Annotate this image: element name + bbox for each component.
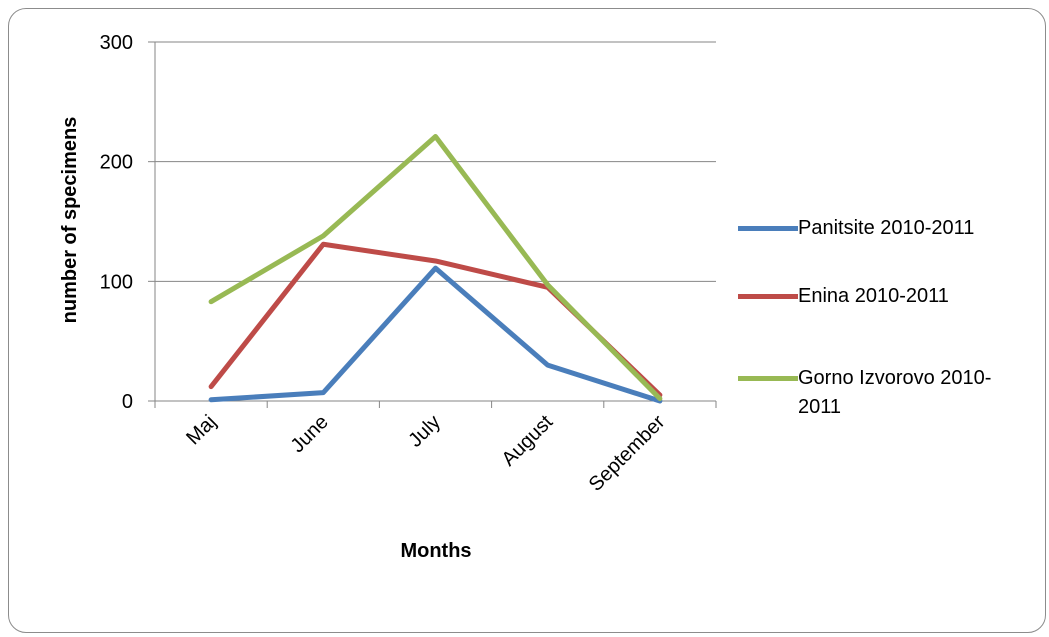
series-lines [208,134,663,404]
x-tick-labels: Maj June July August September [182,411,669,496]
legend-swatch [738,376,798,381]
legend-label: Panitsite 2010-2011 [798,217,975,239]
legend-label: Enina 2010-2011 [798,285,949,307]
legend-item: Enina 2010-2011 [738,282,1023,311]
legend-item: Panitsite 2010-2011 [738,214,1023,243]
y-tick-label: 100 [100,271,133,293]
y-tick-labels: 0 100 200 300 [100,32,133,413]
series-line [208,265,663,404]
x-tick-label: July [404,411,445,452]
x-tick-label: September [585,411,670,496]
series-line [208,134,663,402]
y-tick-label: 0 [122,391,133,413]
axes [154,42,717,408]
x-tick-label: June [287,411,333,457]
y-tick-label: 300 [100,32,133,54]
legend: Panitsite 2010-2011 Enina 2010-2011 Gorno … [738,214,1038,444]
gridlines [148,41,716,402]
x-tick-label: August [498,411,558,471]
legend-item: Gorno Izvorovo 2010-2011 [738,364,1023,422]
x-tick-label: Maj [182,411,220,449]
x-axis-title: Months [400,540,471,562]
chart-frame [8,8,1046,633]
legend-swatch [738,294,798,299]
y-tick-label: 200 [100,152,133,174]
legend-label: Gorno Izvorovo 2010-2011 [798,367,992,418]
y-axis-title: number of specimens [59,117,81,324]
legend-swatch [738,226,798,231]
